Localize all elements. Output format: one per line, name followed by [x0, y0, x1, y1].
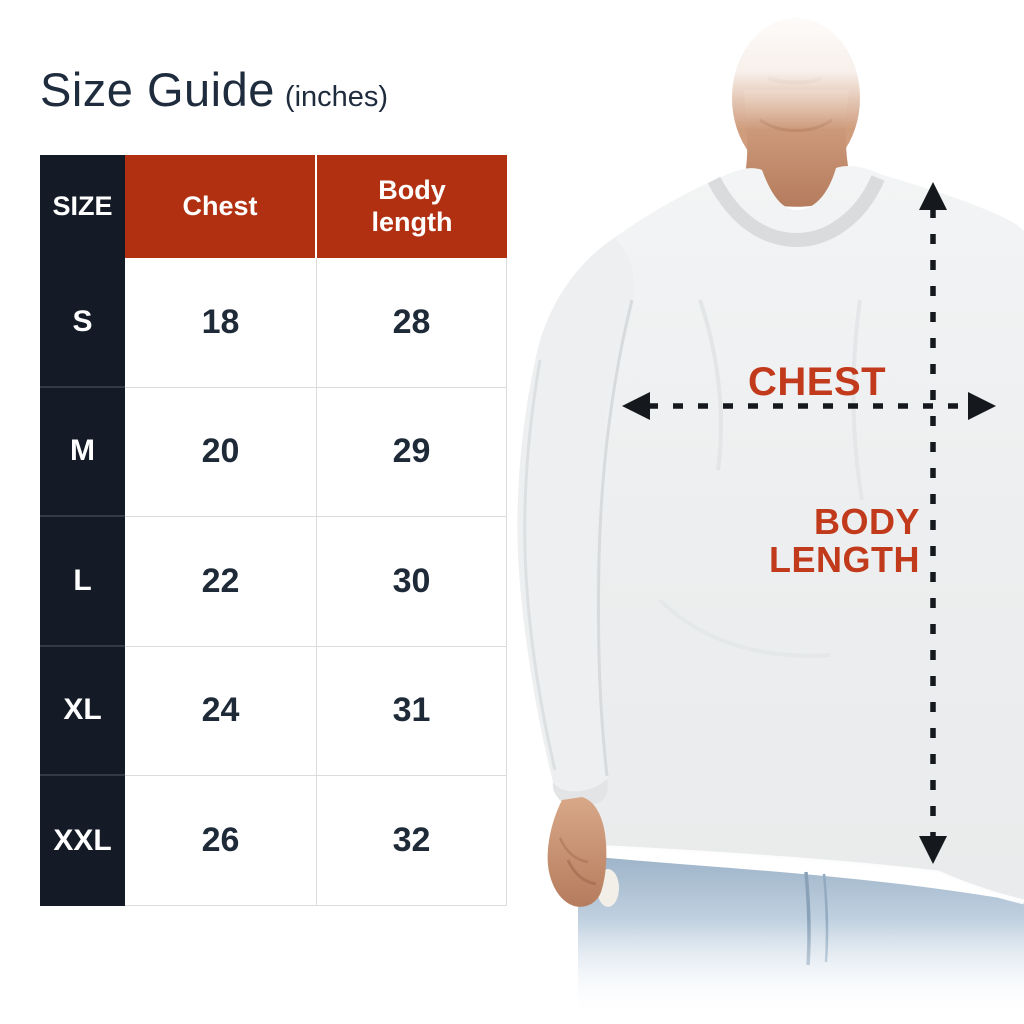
page-title: Size Guide (inches) — [40, 62, 388, 117]
chest-measurement-label: CHEST — [748, 360, 887, 404]
jeans-graphic — [578, 855, 1024, 1012]
body-length-value-m: 29 — [317, 387, 507, 517]
body-length-value-l: 30 — [317, 517, 507, 647]
row-label-l: L — [40, 517, 125, 647]
col-header-chest: Chest — [125, 155, 317, 258]
title-text: Size Guide — [40, 63, 275, 116]
title-units: (inches) — [284, 81, 389, 113]
hand-graphic — [547, 797, 607, 907]
chest-measure-arrow — [622, 392, 996, 420]
lips — [767, 76, 823, 85]
sleeve-cuff — [552, 779, 608, 807]
left-sleeve — [517, 238, 635, 799]
chest-value-m: 20 — [125, 387, 317, 517]
collar — [707, 175, 885, 248]
body-length-value-xl: 31 — [317, 646, 507, 776]
size-table: SIZE Chest Body length S 18 28 M 20 29 L… — [40, 155, 507, 906]
chest-value-l: 22 — [125, 517, 317, 647]
col-header-size: SIZE — [40, 155, 125, 258]
chest-value-xxl: 26 — [125, 776, 317, 906]
col-header-body-length: Body length — [317, 155, 507, 258]
body-length-measurement-label: BODY LENGTH — [769, 501, 920, 581]
body-length-value-s: 28 — [317, 258, 507, 388]
head-graphic — [690, 0, 902, 207]
shirt-graphic — [517, 166, 1024, 905]
chest-value-xl: 24 — [125, 646, 317, 776]
row-label-xl: XL — [40, 646, 125, 776]
row-label-m: M — [40, 387, 125, 517]
ripped-denim-patch — [597, 869, 619, 907]
row-label-s: S — [40, 258, 125, 388]
body-length-value-xxl: 32 — [317, 776, 507, 906]
chest-value-s: 18 — [125, 258, 317, 388]
body-length-measure-arrow — [919, 182, 947, 864]
row-label-xxl: XXL — [40, 776, 125, 906]
chin-shadow — [759, 118, 833, 132]
